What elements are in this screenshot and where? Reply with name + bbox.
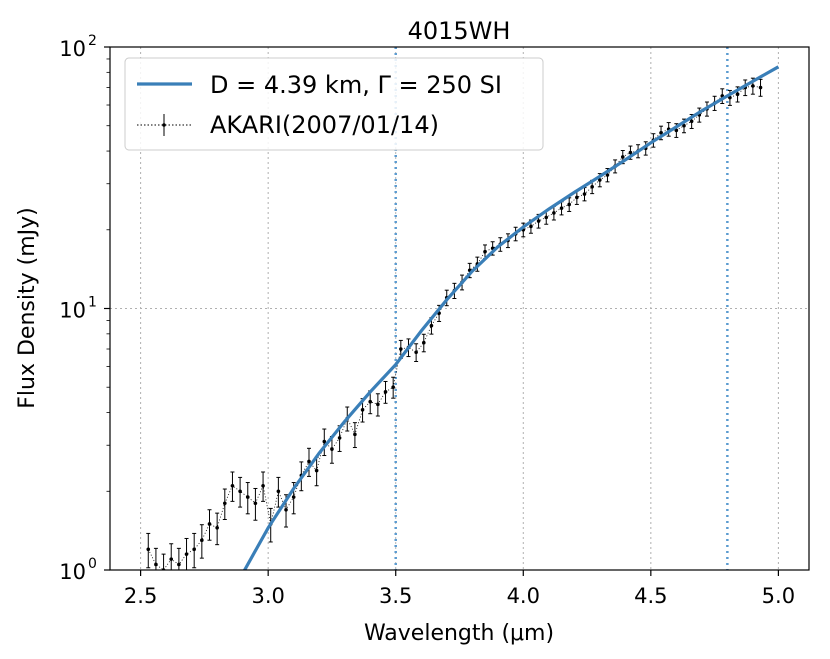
- y-tick-label: 10 0: [59, 556, 97, 584]
- data-point: [659, 130, 663, 135]
- data-point: [322, 439, 327, 444]
- legend-model-label: D = 4.39 km, Γ = 250 SI: [210, 71, 502, 99]
- data-point: [483, 249, 487, 254]
- legend-observed-swatch: [137, 114, 192, 136]
- data-point: [222, 501, 227, 506]
- data-point: [620, 155, 625, 159]
- x-tick-label: 4.0: [507, 584, 540, 608]
- data-point: [261, 483, 265, 488]
- data-point: [307, 459, 311, 464]
- data-point: [253, 501, 258, 506]
- data-point: [337, 436, 342, 440]
- data-point: [200, 538, 204, 543]
- data-point: [421, 340, 426, 345]
- x-tick-label: 3.5: [379, 584, 412, 608]
- data-point: [414, 350, 418, 355]
- data-point: [192, 547, 196, 552]
- data-point: [598, 178, 602, 182]
- legend-box: [124, 57, 544, 151]
- data-point: [536, 219, 541, 223]
- x-axis-ticks: 2.5 3.0 3.5 4.0 4.5 5.0: [124, 570, 795, 608]
- data-point: [628, 150, 633, 155]
- data-point: [429, 323, 434, 328]
- x-tick-label: 3.0: [251, 584, 284, 608]
- data-point: [146, 547, 151, 552]
- legend: D = 4.39 km, Γ = 250 SI AKARI(2007/01/14…: [124, 57, 544, 151]
- data-point: [391, 385, 395, 390]
- y-tick-base: 10: [59, 37, 86, 61]
- data-point: [230, 483, 235, 488]
- data-point: [245, 495, 250, 499]
- data-point: [575, 195, 579, 200]
- data-point: [215, 526, 219, 530]
- data-point: [689, 119, 694, 124]
- y-tick-exponent: 1: [88, 295, 97, 311]
- data-point: [552, 211, 556, 215]
- y-tick-base: 10: [59, 560, 86, 584]
- data-point: [330, 447, 334, 451]
- y-tick-label: 10 1: [59, 295, 97, 323]
- data-point: [353, 432, 357, 437]
- data-point: [238, 489, 242, 494]
- data-point: [605, 173, 610, 177]
- y-tick-base: 10: [59, 299, 86, 323]
- data-point: [674, 128, 679, 133]
- data-point: [207, 522, 212, 526]
- data-point: [529, 224, 533, 229]
- data-point: [169, 557, 174, 561]
- data-point: [383, 390, 388, 394]
- data-point: [758, 85, 763, 90]
- data-point: [559, 206, 564, 210]
- data-point: [582, 192, 587, 196]
- y-tick-exponent: 2: [88, 33, 97, 49]
- data-point: [567, 202, 571, 207]
- data-point: [368, 399, 373, 404]
- observed-series: [146, 77, 763, 570]
- data-point: [399, 347, 403, 351]
- data-point: [751, 84, 755, 88]
- data-point: [276, 489, 281, 494]
- data-point: [544, 215, 549, 220]
- data-point: [177, 562, 181, 567]
- data-point: [360, 407, 365, 412]
- y-tick-label: 10 2: [59, 33, 97, 61]
- data-point: [184, 552, 189, 556]
- data-point: [314, 468, 319, 473]
- x-tick-label: 2.5: [124, 584, 157, 608]
- data-point: [376, 402, 380, 407]
- data-point: [284, 507, 288, 512]
- x-axis-label: Wavelength (μm): [364, 621, 554, 646]
- data-point: [154, 562, 158, 567]
- y-axis-label: Flux Density (mJy): [15, 207, 40, 408]
- y-tick-exponent: 0: [88, 556, 97, 572]
- data-point: [590, 185, 594, 189]
- model-line: [242, 65, 780, 570]
- data-point: [682, 123, 686, 128]
- data-point: [291, 495, 296, 499]
- x-tick-label: 5.0: [762, 584, 795, 608]
- chart-title: 4015WH: [408, 17, 511, 45]
- x-tick-label: 4.5: [634, 584, 667, 608]
- legend-observed-label: AKARI(2007/01/14): [210, 111, 439, 139]
- data-point: [735, 92, 740, 96]
- grid: [110, 47, 809, 570]
